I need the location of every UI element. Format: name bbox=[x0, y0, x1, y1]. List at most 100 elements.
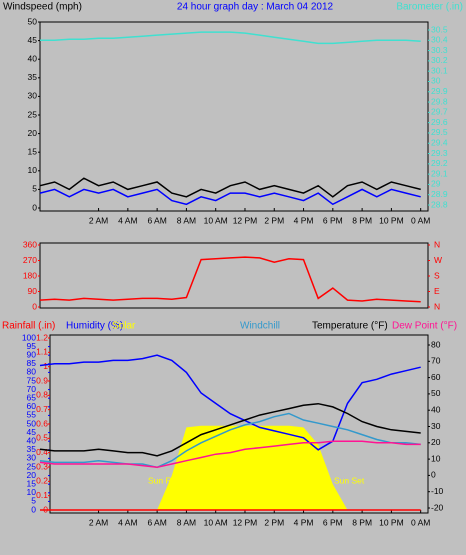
line bbox=[39, 188, 421, 206]
y-tick-label: 0 bbox=[32, 301, 37, 311]
legend-entry: Dew Point (°F) bbox=[392, 321, 457, 332]
y3-tick-label: 1 bbox=[43, 361, 48, 371]
y-tick-label: 100 bbox=[22, 332, 36, 342]
y-tick-label: 5 bbox=[31, 496, 36, 506]
y2-tick-label: N bbox=[434, 239, 440, 249]
y2-tick-label: 29.6 bbox=[431, 117, 448, 127]
y2-tick-label: 29.3 bbox=[431, 148, 448, 158]
y2-tick-label: 30.4 bbox=[431, 35, 448, 45]
legend-entry: Rainfall (.in) bbox=[2, 321, 55, 332]
y-tick-label: 70 bbox=[27, 384, 37, 394]
y3-tick-label: 0.5 bbox=[36, 433, 48, 443]
y2-tick-label: 29.1 bbox=[431, 168, 448, 178]
x-tick-label: 12 PM bbox=[233, 215, 258, 225]
y2-tick-label: 29.8 bbox=[431, 96, 448, 106]
line bbox=[39, 177, 421, 198]
y-tick-label: 85 bbox=[27, 358, 37, 368]
y3-tick-label: 0.7 bbox=[36, 404, 48, 414]
plot-area bbox=[39, 21, 429, 212]
y2-tick-label: 30.5 bbox=[431, 24, 448, 34]
y2-tick-label: W bbox=[434, 255, 442, 265]
chart-title: 24 hour graph day : March 04 2012 bbox=[177, 2, 334, 13]
y-tick-label: 270 bbox=[23, 255, 37, 265]
y2-tick-label: 30.3 bbox=[431, 45, 448, 55]
y-tick-label: 0 bbox=[31, 504, 36, 514]
y2-tick-label: 30 bbox=[431, 421, 441, 431]
x-tick-label: 10 AM bbox=[204, 215, 228, 225]
x-tick-label: 4 PM bbox=[294, 215, 314, 225]
line bbox=[40, 31, 421, 45]
y-tick-label: 65 bbox=[27, 392, 37, 402]
y-tick-label: 80 bbox=[27, 367, 37, 377]
legend-entry: Temperature (°F) bbox=[312, 321, 388, 332]
line bbox=[39, 402, 421, 457]
plot-area bbox=[39, 242, 429, 309]
y2-tick-label: 40 bbox=[431, 404, 441, 414]
y2-tick-label: 80 bbox=[431, 339, 441, 349]
x-tick-label: 10 PM bbox=[379, 215, 404, 225]
y2-tick-label: E bbox=[434, 286, 440, 296]
y2-tick-label: 30 bbox=[431, 76, 441, 86]
y2-tick-label: 28.9 bbox=[431, 189, 448, 199]
y2-tick-label: 20 bbox=[431, 437, 441, 447]
x-tick-label: 4 PM bbox=[294, 517, 314, 527]
y-tick-label: 35 bbox=[27, 444, 37, 454]
y-tick-label: 10 bbox=[27, 487, 37, 497]
legend-entry: Windchill bbox=[240, 321, 280, 332]
line bbox=[39, 412, 421, 469]
y3-tick-label: 0.6 bbox=[36, 418, 48, 428]
y2-tick-label: 30.1 bbox=[431, 65, 448, 75]
x-tick-label: 8 PM bbox=[352, 517, 372, 527]
legend-entry: Solar bbox=[112, 321, 136, 332]
y-axis-label: Windspeed (mph) bbox=[3, 2, 82, 13]
y2-tick-label: 70 bbox=[431, 356, 441, 366]
y-tick-label: 40 bbox=[28, 53, 38, 63]
x-tick-label: 6 PM bbox=[323, 517, 343, 527]
x-tick-label: 4 AM bbox=[118, 215, 137, 225]
y3-tick-label: 0.4 bbox=[36, 447, 48, 457]
x-tick-label: 2 AM bbox=[89, 215, 108, 225]
y-tick-label: 15 bbox=[28, 146, 38, 156]
y2-tick-label: 29 bbox=[431, 179, 441, 189]
annotation: Sun Set bbox=[334, 475, 365, 485]
x-tick-label: 2 PM bbox=[264, 215, 284, 225]
y3-tick-label: 0.1 bbox=[36, 490, 48, 500]
y3-tick-label: 0.3 bbox=[36, 461, 48, 471]
x-tick-label: 8 AM bbox=[177, 215, 196, 225]
y2-tick-label: 50 bbox=[431, 388, 441, 398]
y-tick-label: 50 bbox=[27, 418, 37, 428]
y2-tick-label: -10 bbox=[431, 486, 444, 496]
y3-tick-label: 1.2 bbox=[36, 332, 48, 342]
x-tick-label: 4 AM bbox=[118, 517, 137, 527]
y-tick-label: 0 bbox=[32, 202, 37, 212]
x-tick-label: 2 AM bbox=[89, 517, 108, 527]
y2-tick-label: 28.8 bbox=[431, 199, 448, 209]
y-tick-label: 20 bbox=[28, 128, 38, 138]
y-tick-label: 45 bbox=[27, 427, 37, 437]
y2-tick-label: N bbox=[434, 301, 440, 311]
y-tick-label: 55 bbox=[27, 410, 37, 420]
y2-tick-label: 10 bbox=[431, 453, 441, 463]
y2-tick-label: 29.2 bbox=[431, 158, 448, 168]
x-tick-label: 2 PM bbox=[264, 517, 284, 527]
x-tick-label: 0 AM bbox=[411, 215, 430, 225]
x-tick-label: 6 PM bbox=[323, 215, 343, 225]
y-tick-label: 5 bbox=[32, 184, 37, 194]
line bbox=[39, 354, 421, 451]
x-tick-label: 10 PM bbox=[379, 517, 404, 527]
y-tick-label: 30 bbox=[27, 453, 37, 463]
x-tick-label: 10 AM bbox=[204, 517, 228, 527]
x-tick-label: 8 AM bbox=[177, 517, 196, 527]
y2-tick-label: 60 bbox=[431, 372, 441, 382]
y-tick-label: 90 bbox=[27, 349, 37, 359]
y-tick-label: 60 bbox=[27, 401, 37, 411]
y3-tick-label: 0.2 bbox=[36, 476, 48, 486]
y-tick-label: 35 bbox=[28, 72, 38, 82]
x-tick-label: 6 AM bbox=[147, 215, 166, 225]
y-tick-label: 95 bbox=[27, 341, 37, 351]
y2-tick-label: 29.9 bbox=[431, 86, 448, 96]
line bbox=[39, 440, 421, 469]
y-tick-label: 180 bbox=[23, 270, 37, 280]
y2-tick-label: 0 bbox=[431, 470, 436, 480]
